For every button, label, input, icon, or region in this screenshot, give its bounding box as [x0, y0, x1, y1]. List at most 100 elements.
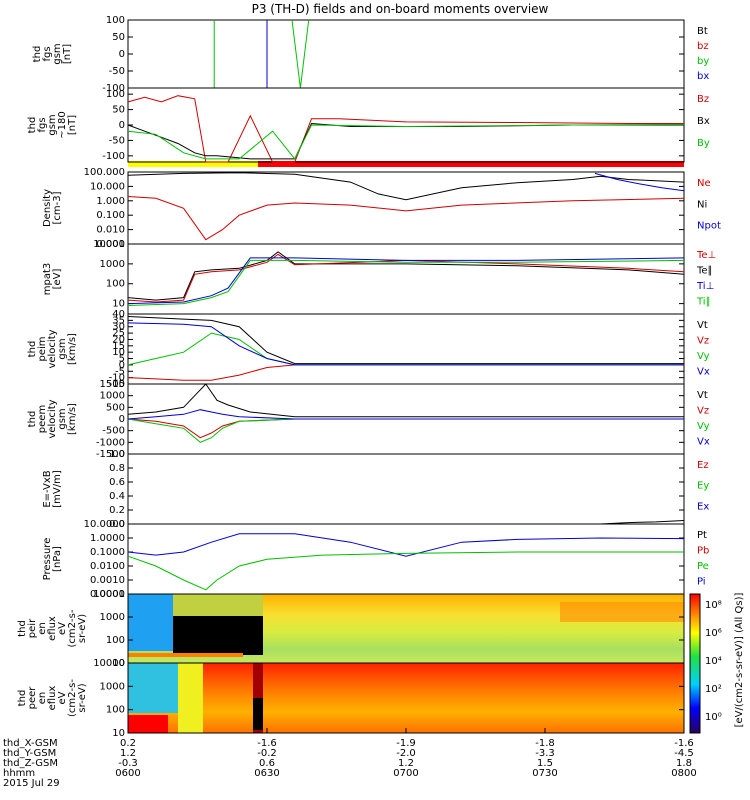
ylabel-line: gsm	[47, 114, 58, 135]
ylabel-line: peer	[27, 686, 38, 710]
series-Npot	[594, 172, 685, 192]
ylabel-line: eV	[57, 691, 68, 704]
ytick-label: 100.000	[84, 167, 125, 178]
ytick-label: 100	[106, 635, 125, 646]
peer-gap	[253, 698, 263, 730]
ytick-label: 500	[106, 402, 125, 413]
ylabel-line: fgs	[37, 117, 48, 132]
ephemeris-value: 0.6	[259, 758, 275, 769]
legend-entry: Bx	[697, 116, 710, 127]
legend-entry: By	[697, 138, 710, 149]
ylabel-line: thd	[27, 117, 38, 134]
ephemeris-value: 1.2	[398, 758, 414, 769]
legend-entry: Te⊥	[696, 250, 716, 261]
ylabel-line: ~180	[57, 111, 68, 138]
ytick-label: 0	[119, 414, 125, 425]
ytick-label: 35	[112, 315, 125, 326]
legend-entry: Bt	[697, 26, 708, 37]
panel-frame-peim	[127, 313, 685, 385]
series-Pe	[127, 551, 684, 591]
ephemeris-value: 0730	[532, 768, 557, 779]
legend-entry: Vz	[697, 336, 709, 347]
ytick-label: 10000	[93, 658, 125, 669]
panel-frame-mpat	[127, 243, 685, 315]
ylabel-line: [cm-3]	[52, 191, 63, 224]
peer-background	[128, 663, 684, 733]
ephemeris-value: 1.2	[120, 748, 136, 759]
ephemeris-table: 0.2 -1.6 -1.9 -1.8 -1.6 1.2 -0.2 -2.0 -3.3 -4.5 -0…	[115, 728, 697, 779]
ytick-label: 0.001	[96, 239, 125, 250]
ylabel-line: (cm2-s-	[67, 679, 78, 717]
ytick-label: 1000	[100, 391, 125, 402]
series-Pi	[127, 533, 685, 557]
legend-entry: Vt	[697, 320, 708, 331]
ylabel-line: thd	[17, 690, 28, 707]
colorbar-tick: 10⁴	[705, 656, 722, 667]
panel-peir: 10000 1000 100 10 thd peir en eflux eV (cm2-s-sr-…	[17, 589, 685, 669]
ytick-label: 10.000	[90, 181, 125, 192]
ylabel-line: Pressure	[42, 538, 53, 581]
colorbar-tick: 10⁰	[705, 712, 722, 723]
ephemeris-value: 0700	[393, 768, 418, 779]
legend-entry: Bz	[697, 94, 709, 105]
panel-pressure: 10.0000 1.0000 0.1000 0.0100 0.0010 0.0001 Pre…	[42, 519, 709, 600]
ytick-label: 10	[112, 658, 125, 669]
ylabel-line: gsm	[57, 338, 68, 359]
spectrogram-peer	[128, 663, 684, 733]
ytick-label: 10	[112, 347, 125, 358]
ytick-label: 20	[112, 334, 125, 345]
peir-top-band	[173, 594, 263, 616]
ylabel-line: gsm	[52, 43, 63, 64]
ytick-label: 0.6	[109, 477, 125, 488]
ytick-label: 0.100	[96, 210, 125, 221]
legend-entry: Ni	[697, 199, 707, 210]
ylabel-line: [nT]	[62, 44, 73, 64]
ylabel-line: eflux	[47, 616, 58, 641]
ylabel-line: Density	[42, 189, 53, 227]
legend-entry: Npot	[697, 221, 721, 232]
panel-peer: 10000 1000 100 10 thd peer en eflux eV (cm2-s-sr-…	[17, 658, 685, 739]
ephemeris-value: -0.2	[257, 748, 277, 759]
ytick-label: 15	[112, 341, 125, 352]
spectrogram-peir	[128, 594, 684, 663]
ylabel-line: velocity	[47, 329, 58, 368]
legend-entry: Ti∥	[696, 297, 711, 308]
ytick-label: 1.0	[109, 449, 125, 460]
ylabel-line: thd	[17, 620, 28, 637]
eph-label-time: hhmm	[3, 768, 35, 779]
peer-yellow-band	[178, 663, 203, 733]
series-by	[291, 19, 310, 89]
peer-red-core	[128, 715, 168, 733]
ephemeris-value: -1.6	[674, 738, 694, 749]
panel-fgs: 100 50 0 -50 -100 thd fgs gsm [nT] Bt bz by bx	[32, 15, 709, 94]
ytick-label: 0.0001	[90, 589, 125, 600]
legend-entry: Vy	[697, 351, 710, 362]
ytick-label: 0	[119, 120, 125, 131]
ytick-label: -50	[109, 66, 125, 77]
series-By	[127, 123, 685, 160]
ephemeris-value: -1.6	[257, 738, 277, 749]
ylabel-line: peir	[27, 618, 38, 638]
legend-entry: Ne	[697, 178, 711, 189]
ylabel-line: [nPa]	[52, 546, 63, 572]
ylabel-line: thd	[27, 341, 38, 358]
ylabel-line: en	[37, 692, 48, 705]
ylabel-line: gsm	[57, 408, 68, 429]
status-bar-red	[258, 161, 684, 167]
ytick-label: 0.2	[109, 505, 125, 516]
ytick-label: 0.0010	[90, 575, 125, 586]
ephemeris-value: -3.3	[535, 748, 555, 759]
panel-mpat: 10000 1000 100 10 mpat3 [eV] Te⊥ Te∥ Ti⊥ Ti∥	[42, 239, 716, 315]
ytick-label: 10	[112, 728, 125, 739]
ylabel-line: peim	[37, 336, 48, 361]
ytick-label: 100	[106, 15, 125, 26]
ytick-label: 1.000	[96, 196, 125, 207]
ylabel-line: en	[37, 622, 48, 635]
peer-cold-region	[128, 663, 178, 713]
panel-frame-pressure	[127, 523, 685, 595]
ytick-label: 0.0100	[90, 561, 125, 572]
legend-entry: Vx	[697, 437, 710, 448]
eph-label-y: thd_Y-GSM	[3, 748, 56, 759]
ytick-label: 100	[106, 89, 125, 100]
colorbar-tick: 10⁶	[705, 628, 722, 639]
